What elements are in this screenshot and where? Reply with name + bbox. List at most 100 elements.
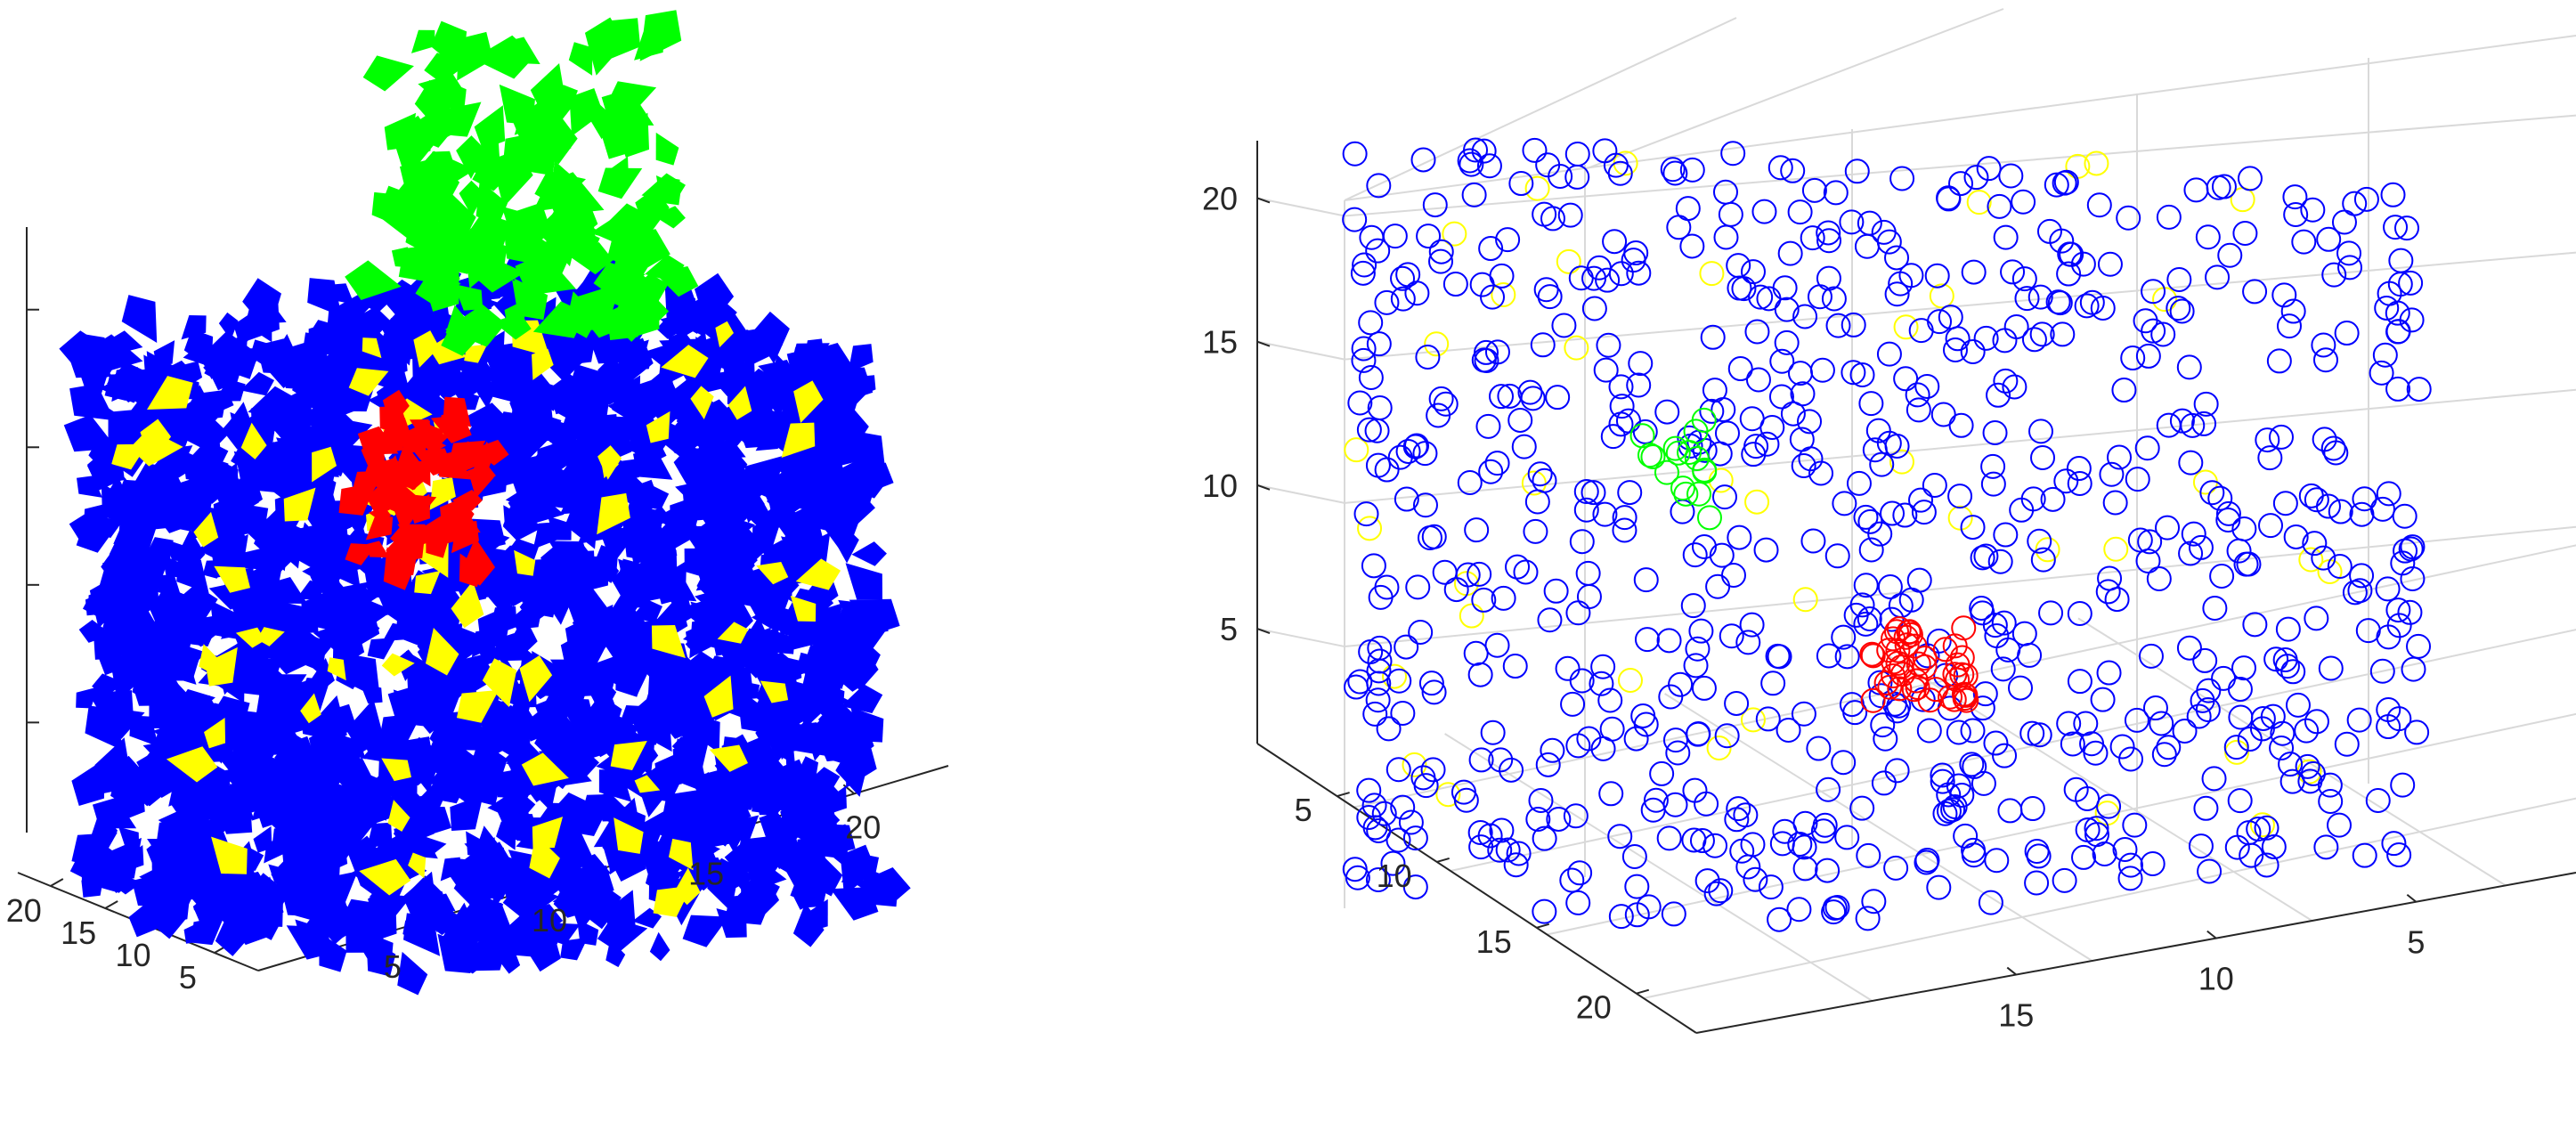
scatter-marker [2323, 440, 2349, 466]
quiver-arrow [676, 814, 703, 833]
scatter-marker [1607, 824, 1633, 850]
scatter-marker [2272, 491, 2298, 516]
quiver-arrow [495, 428, 530, 452]
quiver-arrow [359, 858, 411, 896]
scatter-marker [2215, 500, 2241, 526]
quiver-left-tick [104, 900, 118, 909]
scatter-marker [2146, 565, 2172, 591]
quiver-arrow [129, 715, 158, 747]
quiver-left-tick-label: 5 [179, 959, 197, 996]
scatter-marker [1691, 675, 1717, 701]
quiver-arrow [373, 356, 411, 396]
scatter-marker [1374, 289, 1400, 315]
scatter-marker [2205, 264, 2231, 290]
quiver-arrow [92, 673, 126, 697]
scatter-marker [1873, 726, 1898, 752]
scatter-marker [1634, 627, 1660, 653]
scatter-marker [2380, 182, 2406, 207]
scatter-marker [1654, 459, 1679, 485]
scatter-marker [1342, 207, 1368, 232]
scatter-marker [1942, 793, 1968, 819]
scatter-marker [2056, 261, 2082, 287]
scatter-marker [2282, 184, 2308, 210]
scatter-marker [1487, 837, 1513, 863]
scatter-marker [1729, 838, 1755, 864]
scatter-marker [2255, 427, 2280, 453]
quiver-arrow [457, 31, 493, 81]
scatter-marker [1858, 391, 1884, 417]
scatter-marker [1986, 382, 2011, 408]
scatter-marker [1930, 768, 1955, 794]
scatter-marker [1791, 701, 1816, 727]
scatter-marker [2227, 677, 2253, 703]
scatter-marker [1699, 398, 1725, 424]
scatter-marker [2400, 565, 2426, 591]
quiver-arrow [651, 624, 686, 659]
scatter-marker [1684, 446, 1710, 472]
scatter-marker [2242, 612, 2268, 638]
scatter-marker [1365, 687, 1391, 713]
scatter-marker [1719, 623, 1744, 649]
scatter-marker [1408, 620, 1434, 646]
quiver-arrow [614, 817, 644, 854]
quiver-arrow [598, 554, 620, 583]
scatter-marker [1404, 280, 1430, 306]
quiver-arrow [695, 475, 735, 532]
scatter-marker [1849, 795, 1875, 821]
scatter-marker [1745, 367, 1771, 393]
quiver-arrow [424, 437, 447, 454]
scatter-marker [1565, 890, 1591, 915]
quiver-arrow [742, 368, 788, 401]
scatter-marker [2053, 169, 2079, 195]
scatter-marker [1702, 833, 1728, 858]
quiver-arrow [532, 348, 554, 380]
quiver-arrow [827, 785, 847, 813]
scatter-marker [2352, 486, 2377, 512]
scatter-marker [1714, 420, 1740, 446]
scatter-marker [1700, 324, 1726, 350]
quiver-arrow [760, 680, 789, 703]
quiver-arrow [519, 654, 553, 703]
scatter-marker [2376, 481, 2401, 507]
scatter-marker [1871, 770, 1897, 796]
scatter-marker [2304, 606, 2329, 631]
quiver-arrow [381, 758, 411, 782]
quiver-arrow [453, 283, 484, 311]
scatter-marker [1565, 733, 1591, 759]
scatter-marker [2250, 705, 2276, 731]
scatter-marker [1356, 417, 1382, 443]
scatter-grid-line [1256, 484, 1345, 504]
quiver-arrow [426, 525, 449, 558]
scatter-marker [1691, 534, 1717, 560]
scatter-marker [1629, 423, 1655, 449]
quiver-arrow [679, 596, 732, 634]
scatter-marker [1691, 407, 1717, 433]
scatter-marker [1797, 409, 1823, 435]
scatter-z-tick-label: 20 [1202, 180, 1238, 216]
scatter-marker [2257, 445, 2283, 471]
quiver-arrow [459, 422, 493, 447]
scatter-z-tick-label: 15 [1202, 324, 1238, 361]
quiver-arrow [501, 206, 530, 234]
scatter-marker [2027, 722, 2052, 748]
scatter-marker [1347, 390, 1373, 416]
quiver-arrow [223, 709, 260, 736]
scatter-marker [1506, 841, 1532, 866]
scatter-left-tick-label: 15 [1476, 923, 1512, 960]
quiver-arrow [609, 848, 629, 875]
scatter-marker [1569, 668, 1595, 694]
quiver-arrow [630, 536, 652, 564]
scatter-marker [2375, 576, 2401, 602]
quiver-arrow [673, 738, 695, 768]
quiver-arrow [268, 864, 288, 883]
quiver-arrow [497, 768, 527, 798]
scatter-marker [1982, 613, 2008, 638]
scatter-grid [1256, 8, 2576, 1002]
scatter-marker [1597, 687, 1623, 713]
scatter-marker [1713, 224, 1739, 250]
scatter-marker [1365, 238, 1391, 264]
quiver-arrow [682, 915, 729, 947]
scatter-marker [2019, 796, 2045, 822]
quiver-arrow [153, 340, 175, 368]
scatter-marker [1361, 553, 1386, 579]
